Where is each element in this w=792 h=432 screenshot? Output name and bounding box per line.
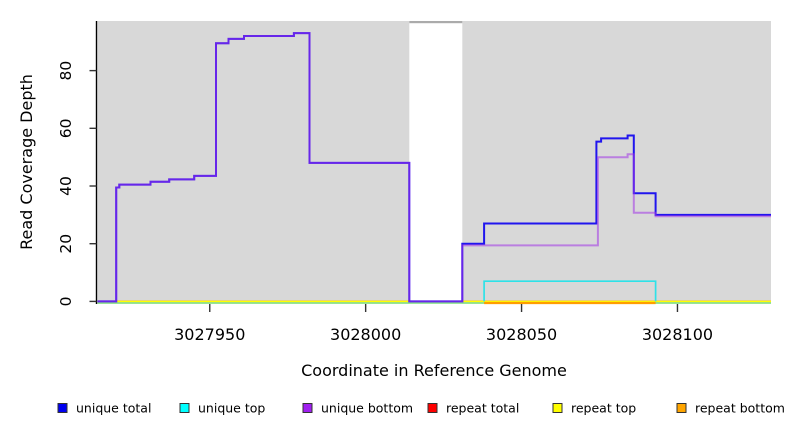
legend-swatch-unique-bottom [302, 403, 313, 413]
legend-label: repeat total [446, 401, 519, 416]
x-tick-label: 3028100 [642, 325, 713, 344]
y-axis-label: Read Coverage Depth [17, 74, 36, 250]
y-tick-label: 60 [57, 118, 75, 138]
plot-background-layer [97, 21, 771, 304]
y-tick-label: 0 [57, 296, 75, 306]
x-tick-label: 3028050 [486, 325, 557, 344]
legend-label: repeat bottom [695, 401, 785, 416]
y-tick-label: 20 [57, 234, 75, 254]
legend-item-repeat-top: repeat top [552, 401, 636, 416]
legend-swatch-repeat-total [427, 403, 438, 413]
legend-label: repeat top [571, 401, 636, 416]
masked-gap-region [409, 21, 463, 304]
legend-label: unique total [76, 401, 151, 416]
series-line-unique-top [483, 280, 657, 302]
legend-item-unique-top: unique top [179, 401, 265, 416]
legend-item-unique-bottom: unique bottom [302, 401, 413, 416]
x-tick-label: 3027950 [174, 325, 245, 344]
legend-item-repeat-bottom: repeat bottom [676, 401, 785, 416]
legend-item-unique-total: unique total [57, 401, 151, 416]
x-axis-label: Coordinate in Reference Genome [301, 361, 567, 380]
legend-label: unique bottom [321, 401, 413, 416]
series-lines-layer [97, 32, 771, 305]
legend-swatch-unique-total [57, 403, 68, 413]
x-tick-label: 3028000 [330, 325, 401, 344]
legend-swatch-unique-top [179, 403, 190, 413]
legend-swatch-repeat-bottom [676, 403, 687, 413]
masked-gap-top-edge [409, 21, 463, 24]
legend-swatch-repeat-top [552, 403, 563, 413]
legend-item-repeat-total: repeat total [427, 401, 519, 416]
y-tick-label: 80 [57, 61, 75, 81]
y-tick-label: 40 [57, 176, 75, 196]
legend-label: unique top [198, 401, 265, 416]
series-line-unique-bottom [97, 32, 771, 303]
axes-layer: 0 20 40 60 80 3027950 3028000 3028050 3028100 [57, 21, 713, 344]
legend: unique total unique top unique bottom repea… [57, 401, 785, 416]
